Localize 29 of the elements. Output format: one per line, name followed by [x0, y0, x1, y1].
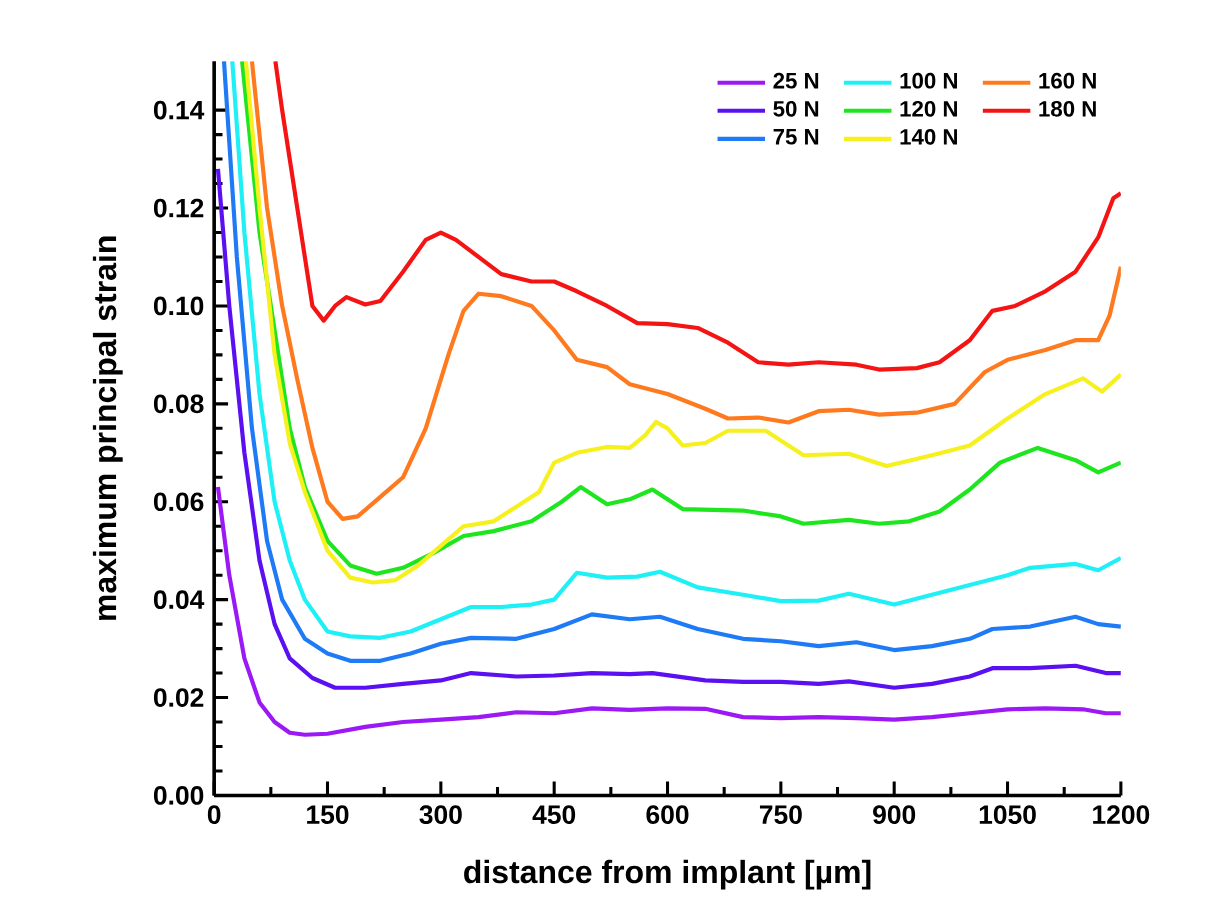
y-tick-label: 0.02	[153, 687, 204, 707]
x-tick-label: 900	[873, 805, 916, 824]
x-tick-label: 300	[419, 805, 462, 824]
legend-label: 50 N	[773, 100, 819, 117]
y-tick-label: 0.06	[153, 492, 204, 511]
y-tick-label: 0.12	[153, 198, 204, 218]
y-tick-label: 0.08	[153, 394, 204, 413]
legend-label: 75 N	[773, 128, 819, 145]
y-tick-label: 0.14	[153, 100, 205, 120]
x-tick-label: 150	[307, 805, 349, 824]
line-series	[215, 166, 1121, 690]
legend-label: 120 N	[900, 100, 957, 117]
legend-label: 160 N	[1039, 72, 1096, 89]
line-series	[215, 484, 1121, 737]
x-tick-label: 1050	[979, 805, 1036, 824]
y-tick-label: 0.10	[153, 296, 204, 316]
x-tick-label: 450	[532, 805, 576, 824]
y-tick-label: 0.00	[153, 785, 204, 805]
x-axis-title: distance from implant [µm]	[464, 859, 871, 890]
legend-label: 100 N	[900, 72, 957, 89]
legend-label: 180 N	[1039, 100, 1096, 117]
x-tick-label: 750	[759, 805, 802, 824]
legend-label: 140 N	[900, 128, 957, 145]
y-axis-title: maximum principal strain	[92, 236, 123, 620]
y-tick-label: 0.04	[153, 590, 205, 609]
x-tick-label: 1200	[1093, 805, 1150, 824]
x-tick-label: 600	[646, 805, 689, 824]
legend-label: 25 N	[773, 72, 819, 89]
x-tick-label: 0	[207, 805, 221, 824]
